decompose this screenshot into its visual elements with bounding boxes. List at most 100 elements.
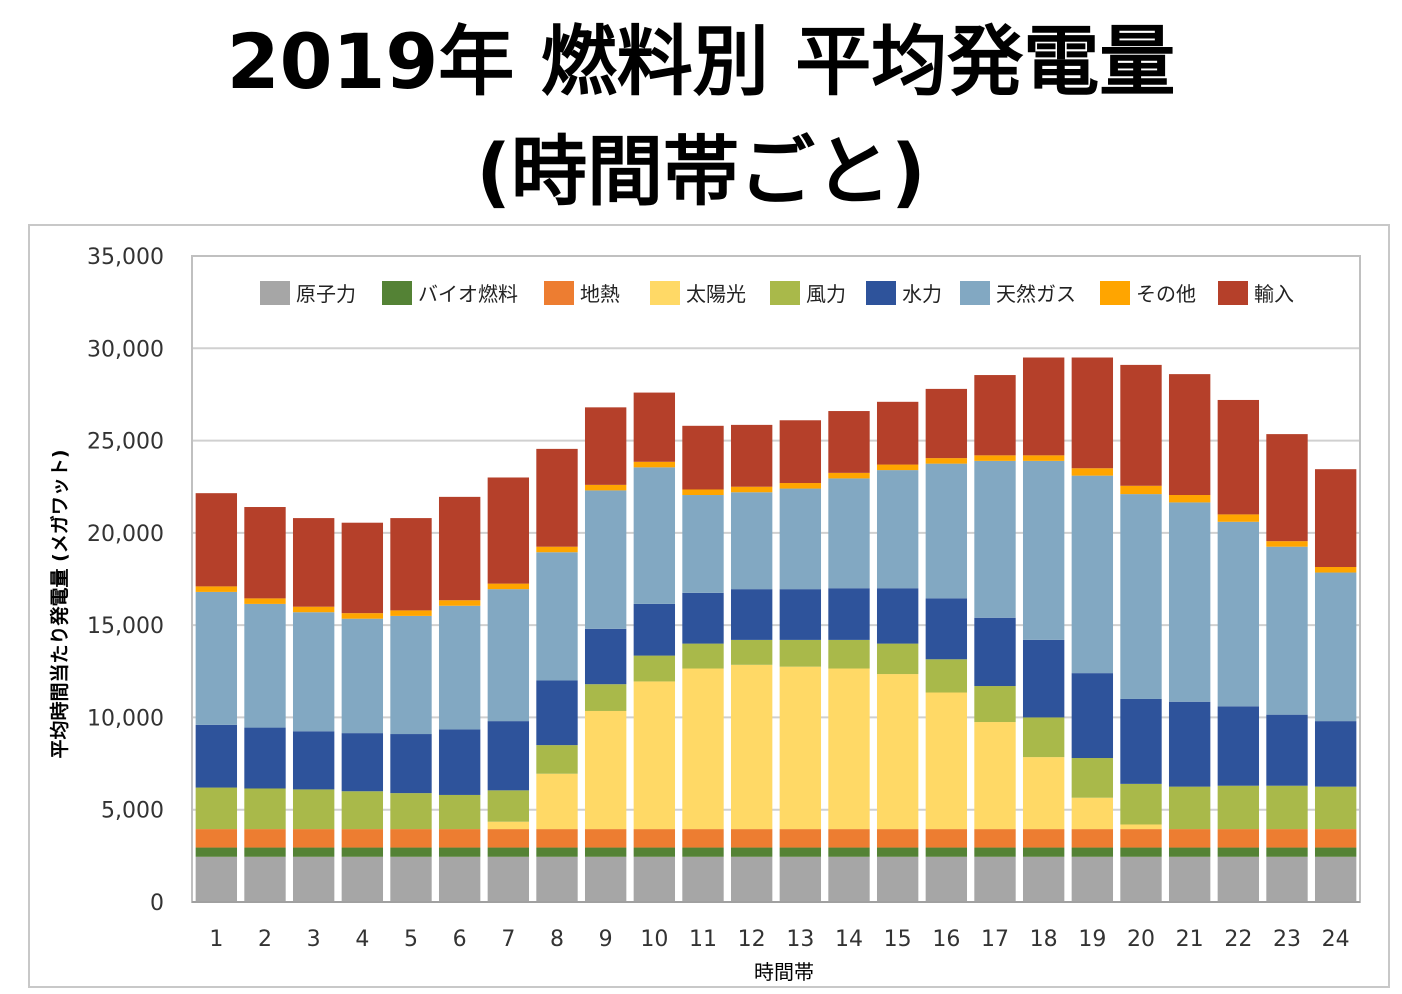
bar-segment: [1168, 502, 1211, 702]
bar-segment: [779, 589, 822, 640]
bar-segment: [438, 600, 481, 606]
bar-segment: [1168, 495, 1211, 503]
bar-segment: [487, 829, 530, 848]
y-tick-label: 25,000: [87, 430, 164, 455]
bar-segment: [974, 617, 1016, 687]
bar-segment: [1217, 399, 1260, 515]
bar-segment: [1022, 639, 1065, 718]
bar-segment: [682, 425, 724, 490]
bar-segment: [195, 787, 238, 830]
bar-segment: [682, 668, 724, 830]
bar-segment: [1314, 572, 1357, 722]
bar-segment: [292, 518, 335, 607]
bar-segment: [828, 639, 870, 669]
bar-segment: [1071, 829, 1114, 848]
bar-segment: [633, 829, 676, 848]
bar-segment: [1022, 357, 1065, 456]
bar-segment: [536, 773, 578, 830]
bar-segment: [633, 603, 676, 656]
bar-segment: [536, 829, 578, 848]
bar-segment: [828, 856, 870, 902]
bar-segment: [925, 388, 968, 459]
bar-segment: [779, 847, 822, 857]
bar-segment: [633, 856, 676, 902]
bar-segment: [828, 588, 870, 640]
bar-segment: [1022, 455, 1065, 461]
bar-segment: [1022, 829, 1065, 848]
bar-segment: [730, 639, 773, 665]
bar-segment: [779, 829, 822, 848]
bar-segment: [244, 507, 286, 599]
bar-segment: [341, 847, 384, 857]
bar-segment: [633, 847, 676, 857]
bar-segment: [974, 460, 1016, 618]
bar-segment: [292, 856, 335, 902]
bar-segment: [390, 856, 432, 902]
bar-segment: [536, 552, 578, 681]
legend-label: 天然ガス: [996, 282, 1076, 306]
bar-segment: [925, 847, 968, 857]
bar-segment: [292, 789, 335, 830]
x-tick-label: 15: [884, 927, 912, 952]
bar-segment: [584, 684, 627, 711]
bar-segment: [584, 829, 627, 848]
bar-segment: [974, 375, 1016, 456]
x-tick-label: 24: [1322, 927, 1350, 952]
bar-segment: [974, 455, 1016, 461]
bar-segment: [682, 829, 724, 848]
bar-segment: [390, 518, 432, 611]
bar-segment: [730, 589, 773, 640]
y-tick-label: 30,000: [87, 337, 164, 362]
bar-segment: [1071, 797, 1114, 830]
x-tick-label: 14: [835, 927, 863, 952]
bar-segment: [536, 448, 578, 547]
legend-swatch: [866, 281, 896, 305]
x-tick-label: 3: [307, 927, 321, 952]
bar-segment: [1266, 546, 1308, 715]
bar-segment: [1266, 714, 1308, 786]
bar-segment: [1217, 706, 1260, 786]
bar-segment: [487, 477, 530, 584]
bar-segment: [730, 847, 773, 857]
bar-segment: [1022, 847, 1065, 857]
bar-segment: [292, 829, 335, 848]
bar-segment: [536, 745, 578, 774]
bar-segment: [925, 463, 968, 599]
legend-swatch: [544, 281, 574, 305]
legend-swatch: [960, 281, 990, 305]
bar-segment: [1314, 829, 1357, 848]
bar-segment: [1266, 847, 1308, 857]
x-tick-label: 16: [932, 927, 960, 952]
bar-segment: [1071, 856, 1114, 902]
bar-segment: [779, 488, 822, 590]
bar-segment: [1217, 521, 1260, 707]
bar-segment: [536, 680, 578, 746]
x-tick-label: 18: [1030, 927, 1058, 952]
bar-segment: [390, 829, 432, 848]
y-tick-label: 10,000: [87, 706, 164, 731]
bar-segment: [341, 618, 384, 734]
bar-segment: [974, 686, 1016, 723]
bar-segment: [779, 856, 822, 902]
bar-segment: [536, 546, 578, 553]
bar-segment: [1120, 824, 1162, 830]
bar-segment: [438, 829, 481, 848]
legend-label: 原子力: [296, 282, 356, 306]
bars: [195, 357, 1357, 902]
bar-segment: [876, 588, 919, 644]
bar-segment: [1071, 475, 1114, 674]
bar-segment: [1217, 829, 1260, 848]
bar-segment: [341, 829, 384, 848]
x-tick-label: 19: [1078, 927, 1106, 952]
bar-segment: [1022, 757, 1065, 830]
bar-segment: [390, 793, 432, 830]
x-axis-label: 時間帯: [754, 960, 814, 984]
legend-label: 地熱: [580, 282, 620, 306]
bar-segment: [1217, 514, 1260, 522]
bar-segment: [876, 401, 919, 465]
bar-segment: [1314, 786, 1357, 830]
bar-segment: [341, 522, 384, 614]
bar-segment: [876, 464, 919, 471]
legend-swatch: [1218, 281, 1248, 305]
legend-swatch: [650, 281, 680, 305]
